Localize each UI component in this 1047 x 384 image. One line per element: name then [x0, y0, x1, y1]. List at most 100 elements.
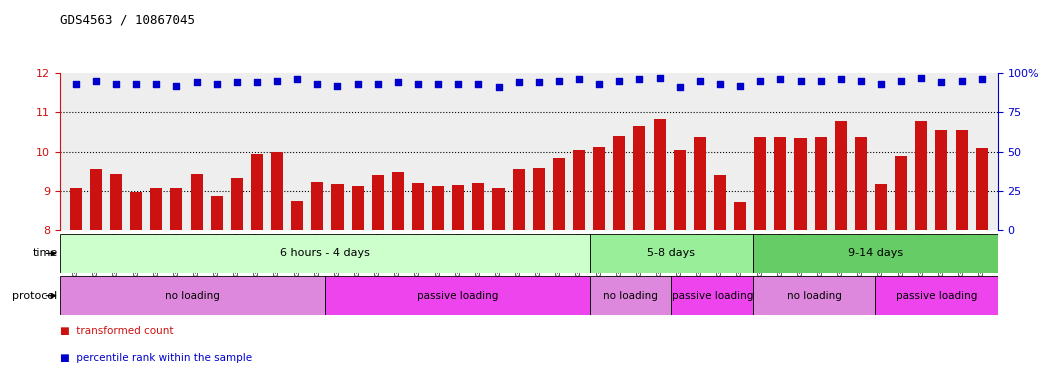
- Point: [128, 81, 144, 87]
- Point: [228, 79, 245, 86]
- Bar: [573, 150, 585, 230]
- Point: [490, 84, 507, 90]
- Bar: [854, 137, 867, 230]
- Bar: [775, 137, 786, 230]
- Bar: [411, 183, 424, 230]
- Bar: [633, 126, 646, 230]
- Point: [772, 76, 788, 82]
- Bar: [673, 150, 686, 230]
- Bar: [452, 185, 464, 230]
- Point: [531, 79, 548, 86]
- Point: [269, 78, 286, 84]
- Point: [832, 76, 849, 82]
- Bar: [753, 234, 998, 273]
- Point: [752, 78, 768, 84]
- Bar: [935, 130, 948, 230]
- Point: [329, 83, 346, 89]
- Text: no loading: no loading: [603, 291, 659, 301]
- Text: no loading: no loading: [164, 291, 220, 301]
- Bar: [332, 184, 343, 230]
- Text: 6 hours - 4 days: 6 hours - 4 days: [280, 248, 370, 258]
- Bar: [533, 168, 544, 230]
- Bar: [472, 183, 485, 230]
- Point: [510, 79, 527, 86]
- Bar: [171, 188, 182, 230]
- Bar: [753, 276, 875, 315]
- Bar: [60, 234, 589, 273]
- Bar: [291, 201, 304, 230]
- Bar: [956, 130, 967, 230]
- Point: [852, 78, 869, 84]
- Bar: [594, 147, 605, 230]
- Bar: [70, 188, 82, 230]
- Point: [248, 79, 265, 86]
- Bar: [311, 182, 324, 230]
- Bar: [352, 186, 363, 230]
- Point: [429, 81, 446, 87]
- Point: [732, 83, 749, 89]
- Bar: [251, 154, 263, 230]
- Bar: [734, 202, 747, 230]
- Text: passive loading: passive loading: [417, 291, 498, 301]
- Bar: [614, 136, 625, 230]
- Bar: [895, 156, 907, 230]
- Bar: [875, 276, 998, 315]
- Bar: [653, 119, 666, 230]
- Text: 5-8 days: 5-8 days: [647, 248, 695, 258]
- Text: no loading: no loading: [786, 291, 842, 301]
- Point: [88, 78, 105, 84]
- Bar: [589, 276, 671, 315]
- Point: [67, 81, 84, 87]
- Bar: [589, 234, 753, 273]
- Bar: [795, 137, 806, 230]
- Text: passive loading: passive loading: [671, 291, 753, 301]
- Point: [793, 78, 809, 84]
- Bar: [210, 196, 223, 230]
- Text: passive loading: passive loading: [896, 291, 977, 301]
- Text: protocol: protocol: [13, 291, 58, 301]
- Bar: [110, 174, 122, 230]
- Bar: [915, 121, 928, 230]
- Bar: [151, 188, 162, 230]
- Point: [350, 81, 366, 87]
- Bar: [432, 186, 444, 230]
- Bar: [815, 137, 827, 230]
- Bar: [271, 152, 283, 230]
- Point: [409, 81, 426, 87]
- Point: [893, 78, 910, 84]
- Text: 9-14 days: 9-14 days: [848, 248, 903, 258]
- Point: [208, 81, 225, 87]
- Point: [933, 79, 950, 86]
- Point: [812, 78, 829, 84]
- Point: [591, 81, 607, 87]
- Point: [148, 81, 164, 87]
- Point: [872, 81, 889, 87]
- Bar: [325, 276, 589, 315]
- Bar: [492, 188, 505, 230]
- Bar: [191, 174, 203, 230]
- Text: time: time: [32, 248, 58, 258]
- Point: [712, 81, 729, 87]
- Point: [913, 74, 930, 81]
- Point: [188, 79, 205, 86]
- Point: [551, 78, 567, 84]
- Point: [108, 81, 125, 87]
- Point: [571, 76, 587, 82]
- Bar: [553, 158, 565, 230]
- Text: ■  percentile rank within the sample: ■ percentile rank within the sample: [60, 353, 252, 363]
- Bar: [90, 169, 102, 230]
- Point: [691, 78, 708, 84]
- Bar: [513, 169, 525, 230]
- Bar: [714, 174, 726, 230]
- Point: [470, 81, 487, 87]
- Point: [671, 84, 688, 90]
- Point: [953, 78, 970, 84]
- Text: ■  transformed count: ■ transformed count: [60, 326, 173, 336]
- Text: GDS4563 / 10867045: GDS4563 / 10867045: [60, 13, 195, 26]
- Point: [631, 76, 648, 82]
- Point: [169, 83, 185, 89]
- Bar: [694, 137, 706, 230]
- Point: [309, 81, 326, 87]
- Bar: [130, 192, 142, 230]
- Bar: [671, 276, 753, 315]
